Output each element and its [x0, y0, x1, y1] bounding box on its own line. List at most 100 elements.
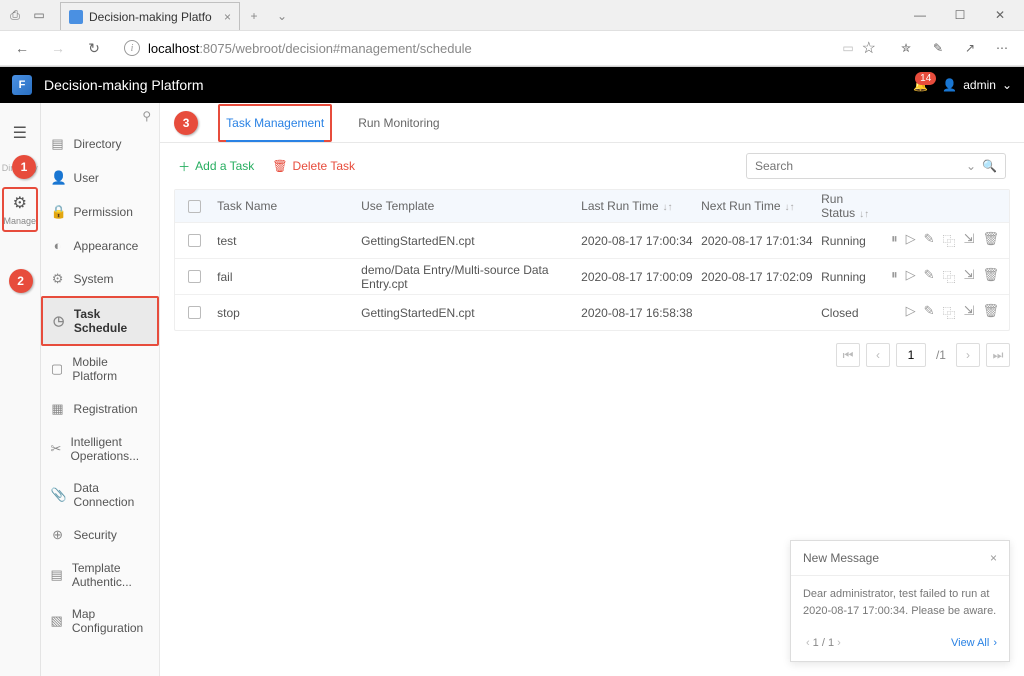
plus-icon: ＋ — [178, 158, 190, 175]
trash-icon[interactable]: 🗑 — [982, 231, 999, 250]
sidebar-item-system[interactable]: ⚙System — [41, 262, 160, 296]
maximize-button[interactable]: ☐ — [940, 1, 980, 29]
sidebar-item-label: Task Schedule — [74, 307, 147, 335]
col-next-run[interactable]: Next Run Time↓↑ — [701, 199, 821, 213]
pin-icon[interactable]: ⚲ — [142, 109, 151, 123]
address-bar[interactable]: i localhost:8075/webroot/decision#manage… — [116, 38, 884, 58]
col-template[interactable]: Use Template — [361, 199, 581, 213]
search-input[interactable] — [755, 159, 960, 173]
delete-task-button[interactable]: 🗑Delete Task — [272, 159, 355, 173]
cell-last-run: 2020-08-17 16:58:38 — [581, 306, 701, 320]
edit-icon[interactable]: ✎ — [924, 267, 935, 286]
site-info-icon[interactable]: i — [124, 40, 140, 56]
view-all-link[interactable]: View All › — [951, 637, 997, 649]
close-icon[interactable]: × — [224, 10, 231, 24]
popup-next-icon[interactable]: › — [837, 637, 841, 649]
browser-tab[interactable]: Decision-making Platfo × — [60, 2, 240, 30]
export-icon[interactable]: ⇲ — [964, 267, 975, 286]
reader-icon[interactable]: ▭ — [28, 4, 50, 26]
export-icon[interactable]: ⇲ — [964, 231, 975, 250]
search-box[interactable]: ⌄ 🔍 — [746, 153, 1006, 179]
play-icon[interactable]: ▷ — [906, 303, 916, 322]
play-icon[interactable]: ▷ — [906, 231, 916, 250]
sidebar-item-label: Appearance — [74, 239, 139, 253]
copy-icon[interactable]: ⿻ — [943, 303, 956, 322]
sort-icon: ↓↑ — [785, 202, 795, 213]
trash-icon: 🗑 — [272, 159, 287, 173]
sidebar-item-appearance[interactable]: ◐Appearance — [41, 229, 160, 262]
play-icon[interactable]: ▷ — [906, 267, 916, 286]
sidebar-item-user[interactable]: 👤User — [41, 161, 160, 195]
search-icon[interactable]: 🔍 — [982, 159, 997, 173]
minimize-button[interactable]: — — [900, 1, 940, 29]
sidebar-item-map-configuration[interactable]: ▧Map Configuration — [41, 598, 160, 644]
page-input[interactable] — [896, 343, 926, 367]
menu-icon: ▤ — [51, 136, 65, 152]
refresh-button[interactable]: ↻ — [80, 34, 108, 62]
row-checkbox[interactable] — [188, 306, 201, 319]
trash-icon[interactable]: 🗑 — [982, 267, 999, 286]
notification-popup: New Message × Dear administrator, test f… — [790, 540, 1010, 662]
rail-manage[interactable]: ⚙ Manage — [2, 187, 38, 232]
col-task-name[interactable]: Task Name — [213, 199, 361, 213]
callout-3: 3 — [174, 111, 198, 135]
notifications-button[interactable]: 🔔 14 — [913, 78, 928, 92]
next-page-button[interactable]: › — [956, 343, 980, 367]
pause-icon[interactable]: ⏸ — [891, 231, 898, 250]
sidebar-item-permission[interactable]: 🔒Permission — [41, 195, 160, 229]
tab-run-monitoring[interactable]: Run Monitoring — [352, 106, 445, 140]
row-checkbox[interactable] — [188, 234, 201, 247]
username: admin — [963, 78, 996, 92]
url: localhost:8075/webroot/decision#manageme… — [148, 41, 472, 56]
last-page-button[interactable]: ⏭ — [986, 343, 1010, 367]
pause-icon[interactable]: ⏸ — [891, 267, 898, 286]
close-window-button[interactable]: ✕ — [980, 1, 1020, 29]
app-header: F Decision-making Platform 🔔 14 👤 admin … — [0, 67, 1024, 103]
copy-icon[interactable]: ⿻ — [943, 267, 956, 286]
favorites-bar-icon[interactable]: ✮ — [892, 34, 920, 62]
share-icon[interactable]: ↗ — [956, 34, 984, 62]
sidebar-item-registration[interactable]: ▦Registration — [41, 392, 160, 426]
sidebar-item-template-authentic-[interactable]: ▤Template Authentic... — [41, 552, 160, 598]
sidebar-item-mobile-platform[interactable]: ▢Mobile Platform — [41, 346, 160, 392]
edit-icon[interactable]: ✎ — [924, 231, 935, 250]
menu-icon: ▧ — [51, 613, 63, 629]
edit-icon[interactable]: ✎ — [924, 303, 935, 322]
tab-task-management[interactable]: Task Management — [218, 104, 332, 142]
prev-page-button[interactable]: ‹ — [866, 343, 890, 367]
left-rail: ☰ Directory 1 ⚙ Manage — [0, 103, 41, 676]
new-tab-button[interactable]: + — [240, 2, 268, 30]
tab-chevron-icon[interactable]: ⌄ — [268, 2, 296, 30]
print-icon[interactable]: ⎙ — [4, 4, 26, 26]
sidebar-item-label: Mobile Platform — [72, 355, 149, 383]
popup-prev-icon[interactable]: ‹ — [806, 637, 810, 649]
col-status[interactable]: Run Status↓↑ — [821, 192, 891, 220]
forward-button[interactable]: → — [44, 34, 72, 62]
back-button[interactable]: ← — [8, 34, 36, 62]
add-task-button[interactable]: ＋Add a Task — [178, 158, 254, 175]
reading-list-icon[interactable]: ▭ — [842, 41, 853, 55]
sidebar-item-data-connection[interactable]: 📎Data Connection — [41, 472, 160, 518]
sidebar-item-label: Intelligent Operations... — [70, 435, 149, 463]
export-icon[interactable]: ⇲ — [964, 303, 975, 322]
chevron-down-icon[interactable]: ⌄ — [966, 159, 976, 173]
first-page-button[interactable]: ⏮ — [836, 343, 860, 367]
sort-icon: ↓↑ — [859, 209, 869, 220]
popup-close-icon[interactable]: × — [990, 551, 997, 565]
trash-icon[interactable]: 🗑 — [982, 303, 999, 322]
notes-icon[interactable]: ✎ — [924, 34, 952, 62]
select-all-checkbox[interactable] — [188, 200, 201, 213]
sidebar-item-directory[interactable]: ▤Directory — [41, 127, 160, 161]
favorite-icon[interactable]: ☆ — [862, 38, 876, 58]
row-checkbox[interactable] — [188, 270, 201, 283]
sidebar-item-task-schedule[interactable]: ◷ Task Schedule — [41, 296, 160, 346]
copy-icon[interactable]: ⿻ — [943, 231, 956, 250]
rail-directory[interactable]: ☰ — [2, 119, 38, 147]
col-last-run[interactable]: Last Run Time↓↑ — [581, 199, 701, 213]
task-table: Task Name Use Template Last Run Time↓↑ N… — [174, 189, 1010, 331]
sidebar-item-intelligent-operations-[interactable]: ✂Intelligent Operations... — [41, 426, 160, 472]
user-menu[interactable]: 👤 admin ⌄ — [942, 78, 1012, 92]
more-icon[interactable]: ⋯ — [988, 34, 1016, 62]
menu-icon: ◷ — [53, 313, 65, 329]
sidebar-item-security[interactable]: ⊕Security — [41, 518, 160, 552]
